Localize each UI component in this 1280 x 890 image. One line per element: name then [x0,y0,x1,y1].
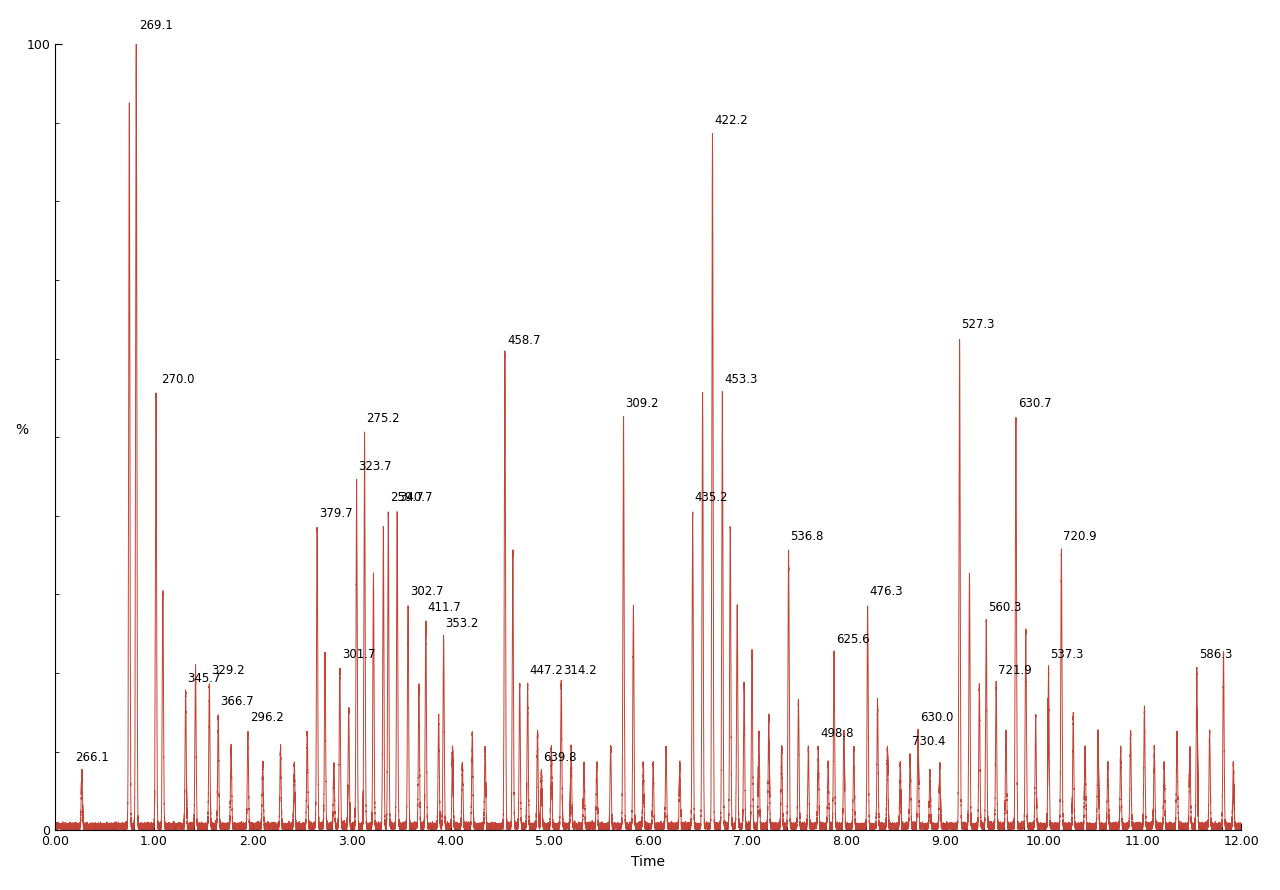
Text: 314.2: 314.2 [563,664,596,677]
Text: 720.9: 720.9 [1064,530,1097,544]
Text: 536.8: 536.8 [791,530,824,544]
Text: 379.7: 379.7 [319,506,353,520]
Text: 296.2: 296.2 [250,711,284,724]
Text: 266.1: 266.1 [76,750,109,764]
Y-axis label: %: % [15,424,28,437]
Text: 639.8: 639.8 [544,750,577,764]
Text: 730.4: 730.4 [913,735,946,748]
Text: 345.7: 345.7 [188,672,221,685]
Text: 329.2: 329.2 [211,664,244,677]
Text: 269.1: 269.1 [140,20,173,32]
Text: 411.7: 411.7 [428,601,462,614]
Text: 323.7: 323.7 [358,459,392,473]
Text: 586.3: 586.3 [1199,648,1233,661]
Text: 476.3: 476.3 [869,586,904,598]
Text: 309.2: 309.2 [626,397,659,409]
Text: 340.7: 340.7 [399,491,433,504]
Text: 625.6: 625.6 [836,633,869,645]
Text: 422.2: 422.2 [714,114,749,126]
Text: 366.7: 366.7 [220,695,253,708]
Text: 353.2: 353.2 [445,617,479,630]
Text: 453.3: 453.3 [724,373,758,386]
Text: 498.8: 498.8 [820,727,854,740]
Text: 302.7: 302.7 [410,586,443,598]
Text: 275.2: 275.2 [366,412,401,425]
Text: 259.7: 259.7 [390,491,424,504]
Text: 270.0: 270.0 [161,373,195,386]
Text: 721.9: 721.9 [998,664,1032,677]
Text: 630.7: 630.7 [1018,397,1051,409]
Text: 435.2: 435.2 [695,491,728,504]
Text: 458.7: 458.7 [507,334,540,347]
Text: 447.2: 447.2 [530,664,563,677]
Text: 537.3: 537.3 [1051,648,1084,661]
Text: 527.3: 527.3 [961,318,995,331]
Text: 301.7: 301.7 [342,648,375,661]
X-axis label: Time: Time [631,855,666,870]
Text: 560.3: 560.3 [988,601,1021,614]
Text: 630.0: 630.0 [920,711,954,724]
